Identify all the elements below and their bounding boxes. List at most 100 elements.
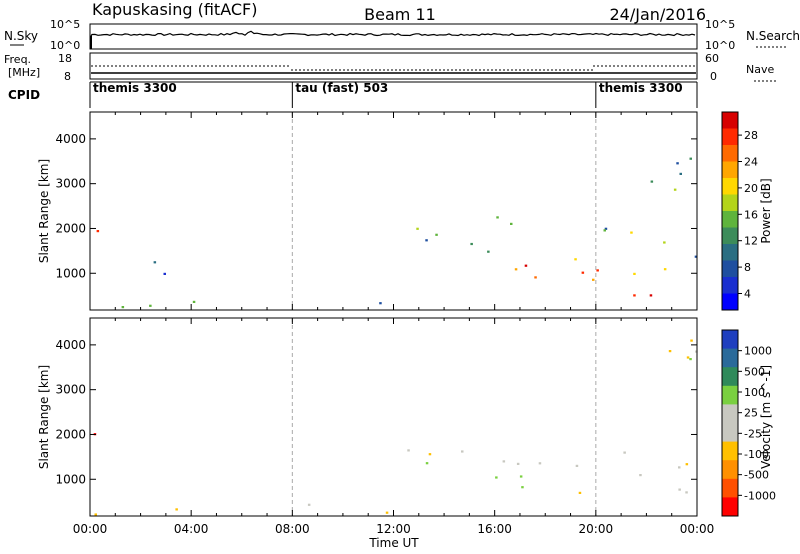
- heatmap-cell: [623, 451, 626, 454]
- heatmap-cell: [639, 474, 642, 477]
- heatmap-cell: [603, 229, 606, 232]
- freq-label-1: Freq.: [4, 53, 31, 66]
- y-tick-label: 3000: [55, 177, 86, 191]
- colorbar-swatch: [722, 478, 738, 498]
- x-tick-label: 20:00: [579, 522, 614, 536]
- nave-label: Nave: [746, 63, 774, 76]
- noise-left-label: N.Sky: [4, 29, 38, 43]
- colorbar-swatch: [722, 497, 738, 517]
- colorbar-tick-label: 16: [744, 208, 758, 221]
- heatmap-cell: [650, 180, 654, 183]
- colorbar-tick-label: 24: [744, 156, 758, 169]
- power-y-label: Slant Range [km]: [37, 159, 51, 263]
- colorbar-swatch: [722, 330, 738, 350]
- velocity-panel: 4000 3000 2000 1000 Slant Range [km]: [37, 317, 698, 517]
- beam-title: Beam 11: [364, 5, 436, 24]
- colorbar-swatch: [722, 161, 738, 179]
- heatmap-cell: [592, 278, 595, 281]
- colorbar-swatch: [722, 227, 738, 245]
- colorbar-tick-label: -100: [744, 448, 769, 461]
- heatmap-cell: [519, 475, 523, 478]
- colorbar-swatch: [722, 460, 738, 480]
- heatmap-cell: [685, 491, 688, 494]
- heatmap-cell: [689, 358, 692, 361]
- heatmap-cell: [673, 188, 677, 191]
- heatmap-cell: [307, 503, 311, 506]
- heatmap-cell: [581, 271, 585, 274]
- x-tick-label: 00:00: [680, 522, 715, 536]
- colorbar-swatch: [722, 112, 738, 129]
- heatmap-cell: [192, 300, 196, 303]
- heatmap-cell: [149, 304, 152, 307]
- colorbar-tick-label: 8: [744, 261, 751, 274]
- noise-right-label: N.Search: [746, 29, 800, 43]
- heatmap-cell: [487, 250, 490, 253]
- colorbar-swatch: [722, 128, 738, 146]
- heatmap-cell: [94, 513, 97, 516]
- x-axis-label: Time UT: [368, 536, 419, 550]
- cpid-segment-label: tau (fast) 503: [295, 81, 388, 95]
- cpid-panel: CPID themis 3300 tau (fast) 503 themis 330…: [8, 81, 698, 108]
- heatmap-cell: [630, 231, 633, 234]
- noise-trace: [90, 30, 696, 37]
- heatmap-cell: [686, 356, 690, 359]
- velocity-colorbar: 1000 500 100 25 -25 -100 -500 -1000: [721, 329, 776, 517]
- freq-right-tick-top: 60: [705, 52, 719, 65]
- y-tick-label: 3000: [55, 383, 86, 397]
- colorbar-tick-label: 20: [744, 182, 758, 195]
- heatmap-cell: [534, 276, 537, 279]
- colorbar-tick-label: 500: [744, 365, 765, 378]
- heatmap-cell: [96, 230, 100, 233]
- velocity-colorbar-label: Velocity [m s^-1]: [759, 365, 773, 469]
- y-tick-label: 2000: [55, 221, 86, 235]
- noise-right-tick-top: 10^5: [705, 18, 735, 31]
- heatmap-cell: [695, 350, 698, 353]
- heatmap-cell: [679, 172, 682, 175]
- cpid-label: CPID: [8, 88, 40, 102]
- y-tick-label: 2000: [55, 427, 86, 441]
- heatmap-cell: [385, 511, 389, 514]
- colorbar-swatch: [722, 178, 738, 195]
- heatmap-cell: [596, 269, 599, 272]
- heatmap-cell: [428, 453, 432, 456]
- heatmap-cell: [694, 255, 698, 258]
- heatmap-cell: [676, 162, 679, 165]
- colorbar-swatch: [722, 145, 738, 162]
- y-tick-label: 4000: [55, 132, 86, 146]
- y-tick-label: 1000: [55, 266, 86, 280]
- colorbar-tick-label: -25: [744, 427, 762, 440]
- colorbar-tick-label: 100: [744, 386, 765, 399]
- heatmap-cell: [470, 242, 473, 246]
- colorbar-swatch: [722, 385, 738, 405]
- heatmap-cell: [516, 462, 520, 465]
- cpid-segment-label: themis 3300: [599, 81, 683, 95]
- x-tick-label: 04:00: [174, 522, 209, 536]
- colorbar-swatch: [722, 423, 738, 443]
- heatmap-cell: [604, 227, 608, 230]
- colorbar-tick-label: 4: [744, 288, 751, 301]
- power-colorbar: 28 24 20 16 12 8 4: [721, 111, 758, 311]
- freq-panel: Freq. [MHz] 18 8 60 0 Nave: [4, 52, 778, 83]
- heatmap-cell: [521, 486, 524, 489]
- freq-left-tick-top: 18: [58, 52, 72, 65]
- heatmap-cell: [425, 462, 429, 465]
- colorbar-tick-label: 28: [744, 129, 758, 142]
- heatmap-cell: [524, 264, 528, 267]
- freq-right-tick-bottom: 0: [710, 70, 717, 83]
- velocity-y-label: Slant Range [km]: [37, 365, 51, 469]
- y-tick-label: 1000: [55, 472, 86, 486]
- heatmap-cell: [678, 488, 681, 491]
- colorbar-tick-label: -500: [744, 469, 769, 482]
- power-colorbar-label: Power [dB]: [759, 178, 773, 243]
- noise-left-tick-bottom: 10^0: [50, 39, 80, 52]
- colorbar-swatch: [722, 260, 738, 278]
- heatmap-cell: [678, 466, 681, 469]
- heatmap-cell: [689, 157, 692, 160]
- heatmap-cell: [425, 239, 428, 242]
- freq-left-tick-bottom: 8: [64, 70, 71, 83]
- heatmap-cell: [496, 216, 499, 219]
- colorbar-swatch: [722, 277, 738, 294]
- heatmap-cell: [407, 449, 410, 452]
- colorbar-swatch: [722, 194, 738, 212]
- heatmap-cell: [514, 268, 518, 271]
